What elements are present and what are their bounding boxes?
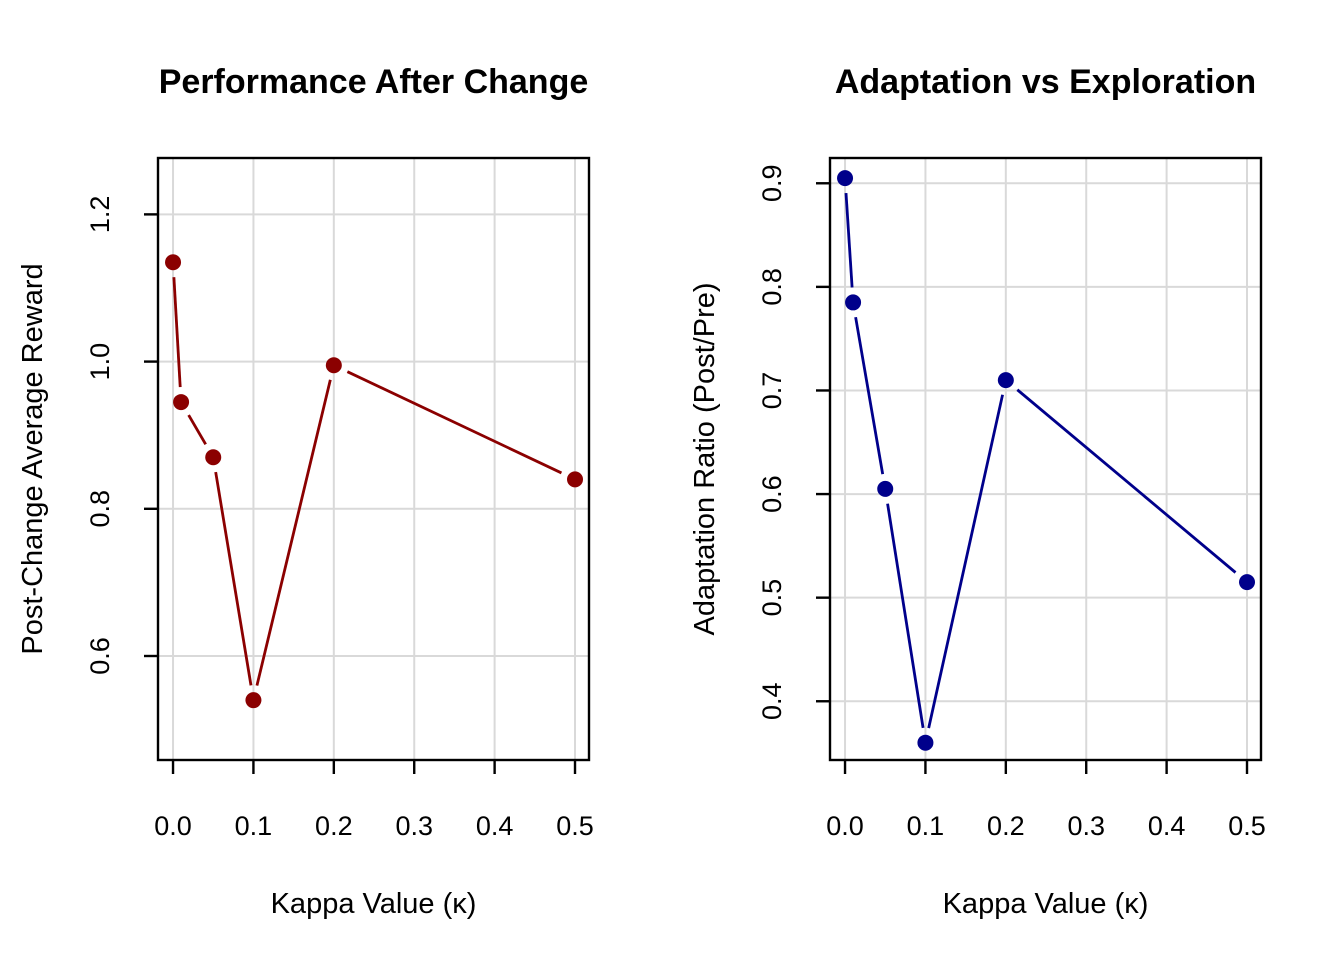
series-line-segment: [886, 503, 925, 729]
x-tick-label: 0.5: [556, 811, 594, 841]
x-tick-label: 0.0: [154, 811, 192, 841]
y-tick-label: 0.8: [757, 268, 787, 306]
y-tick-label: 0.9: [757, 165, 787, 203]
right-y-axis-label: Adaptation Ratio (Post/Pre): [689, 282, 721, 635]
x-tick-label: 0.2: [315, 811, 353, 841]
x-tick-label: 0.5: [1228, 811, 1266, 841]
data-point: [567, 471, 584, 488]
x-tick-label: 0.3: [395, 811, 433, 841]
data-point: [877, 480, 894, 497]
x-tick-label: 0.1: [907, 811, 945, 841]
data-point: [845, 294, 862, 311]
series-line-segment: [927, 394, 1004, 729]
y-tick-label: 0.8: [85, 490, 115, 528]
plot-box: [828, 156, 1263, 762]
series-line-segment: [854, 316, 885, 475]
left-panel: 0.0 0.1 0.2 0.3 0.4 0.5 0.6 0.8 1.0 1.2: [85, 156, 594, 841]
x-tick-label: 0.0: [826, 811, 864, 841]
y-tick-label: 0.6: [757, 475, 787, 513]
series-line-segment: [346, 370, 563, 475]
series-line-segment: [172, 277, 182, 388]
series-line-segment: [844, 192, 854, 288]
data-point: [173, 394, 190, 411]
right-panel: 0.0 0.1 0.2 0.3 0.4 0.5 0.4 0.5 0.6 0.7 0.8 0.9: [757, 156, 1266, 841]
series-line-segment: [255, 379, 332, 686]
y-tick-label: 0.6: [85, 637, 115, 675]
data-point: [205, 449, 222, 466]
x-tick-label: 0.4: [476, 811, 514, 841]
right-plot-title: Adaptation vs Exploration: [835, 63, 1256, 101]
y-tick-label: 0.7: [757, 372, 787, 410]
data-point: [917, 734, 934, 751]
data-point: [837, 170, 854, 187]
data-point: [1239, 574, 1256, 591]
y-tick-label: 1.2: [85, 196, 115, 234]
data-point: [997, 372, 1014, 389]
series-line-segment: [187, 414, 207, 446]
data-point: [245, 692, 262, 709]
data-point: [325, 357, 342, 374]
left-plot-title: Performance After Change: [159, 63, 589, 101]
y-tick-label: 0.5: [757, 579, 787, 617]
x-tick-label: 0.4: [1148, 811, 1186, 841]
data-point: [165, 254, 182, 271]
left-x-axis-label: Kappa Value (κ): [271, 888, 477, 920]
y-tick-label: 0.4: [757, 682, 787, 720]
left-y-axis-label: Post-Change Average Reward: [17, 263, 49, 654]
series-line-segment: [214, 471, 253, 686]
y-tick-label: 1.0: [85, 343, 115, 381]
x-tick-label: 0.1: [235, 811, 273, 841]
right-x-axis-label: Kappa Value (κ): [943, 888, 1149, 920]
x-tick-label: 0.2: [987, 811, 1025, 841]
plot-box: [156, 156, 591, 762]
series-line-segment: [1016, 388, 1237, 574]
x-tick-label: 0.3: [1067, 811, 1105, 841]
